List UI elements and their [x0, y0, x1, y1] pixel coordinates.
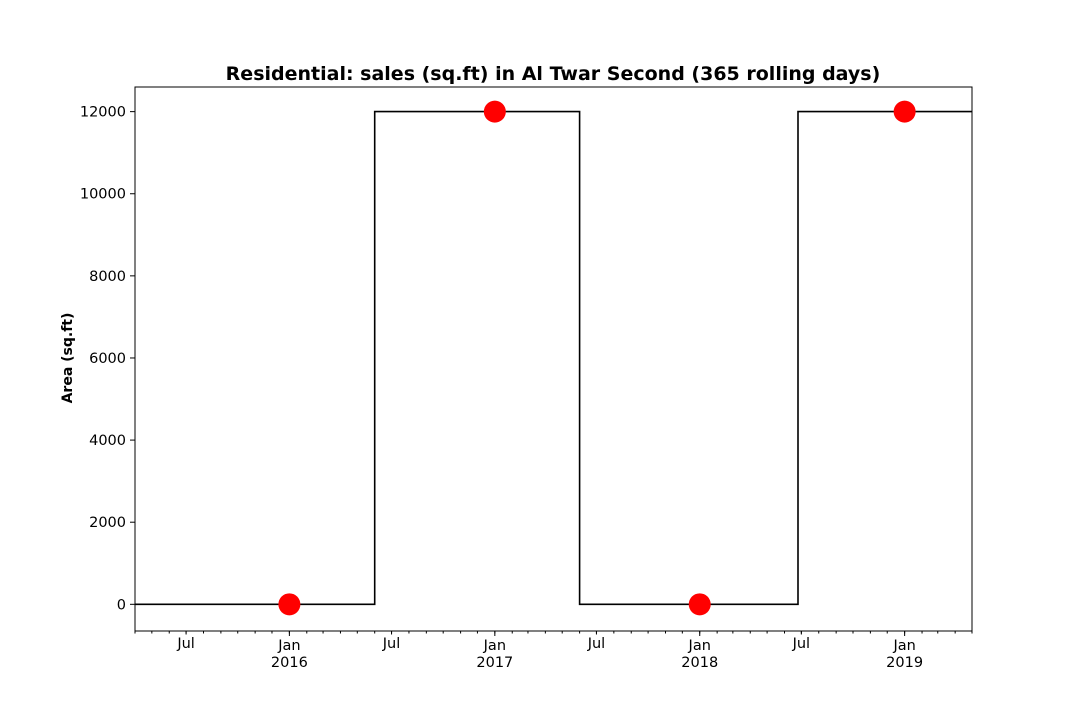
chart-title: Residential: sales (sq.ft) in Al Twar Se…	[226, 63, 881, 85]
y-tick-label: 4000	[89, 433, 126, 449]
x-tick-year-label: 2017	[476, 655, 513, 671]
x-tick-label: Jan	[892, 638, 915, 654]
y-tick-label: 2000	[89, 515, 126, 531]
x-tick-label: Jul	[176, 636, 195, 652]
data-point	[688, 593, 711, 616]
x-tick-label: Jan	[688, 638, 711, 654]
series-line	[135, 110, 972, 606]
y-tick-label: 10000	[80, 187, 126, 203]
y-axis-label: Area (sq.ft)	[60, 313, 76, 404]
x-tick-label: Jul	[792, 636, 811, 652]
data-point	[893, 100, 916, 123]
axes-frame	[134, 86, 973, 632]
y-tick-label: 0	[117, 597, 126, 613]
y-ticks: 0 2000 4000 6000 8000 10000 12000	[80, 105, 135, 613]
x-tick-label: Jul	[587, 636, 606, 652]
x-tick-year-label: 2019	[886, 655, 923, 671]
x-tick-label: Jan	[277, 638, 300, 654]
plot-area	[135, 100, 972, 616]
y-tick-label: 12000	[80, 105, 126, 121]
x-tick-year-label: 2018	[681, 655, 718, 671]
data-point	[483, 100, 506, 123]
x-tick-label: Jul	[382, 636, 401, 652]
data-point	[278, 593, 301, 616]
x-tick-label: Jan	[483, 638, 506, 654]
y-tick-label: 6000	[89, 351, 126, 367]
x-tick-year-label: 2016	[271, 655, 308, 671]
y-tick-label: 8000	[89, 269, 126, 285]
